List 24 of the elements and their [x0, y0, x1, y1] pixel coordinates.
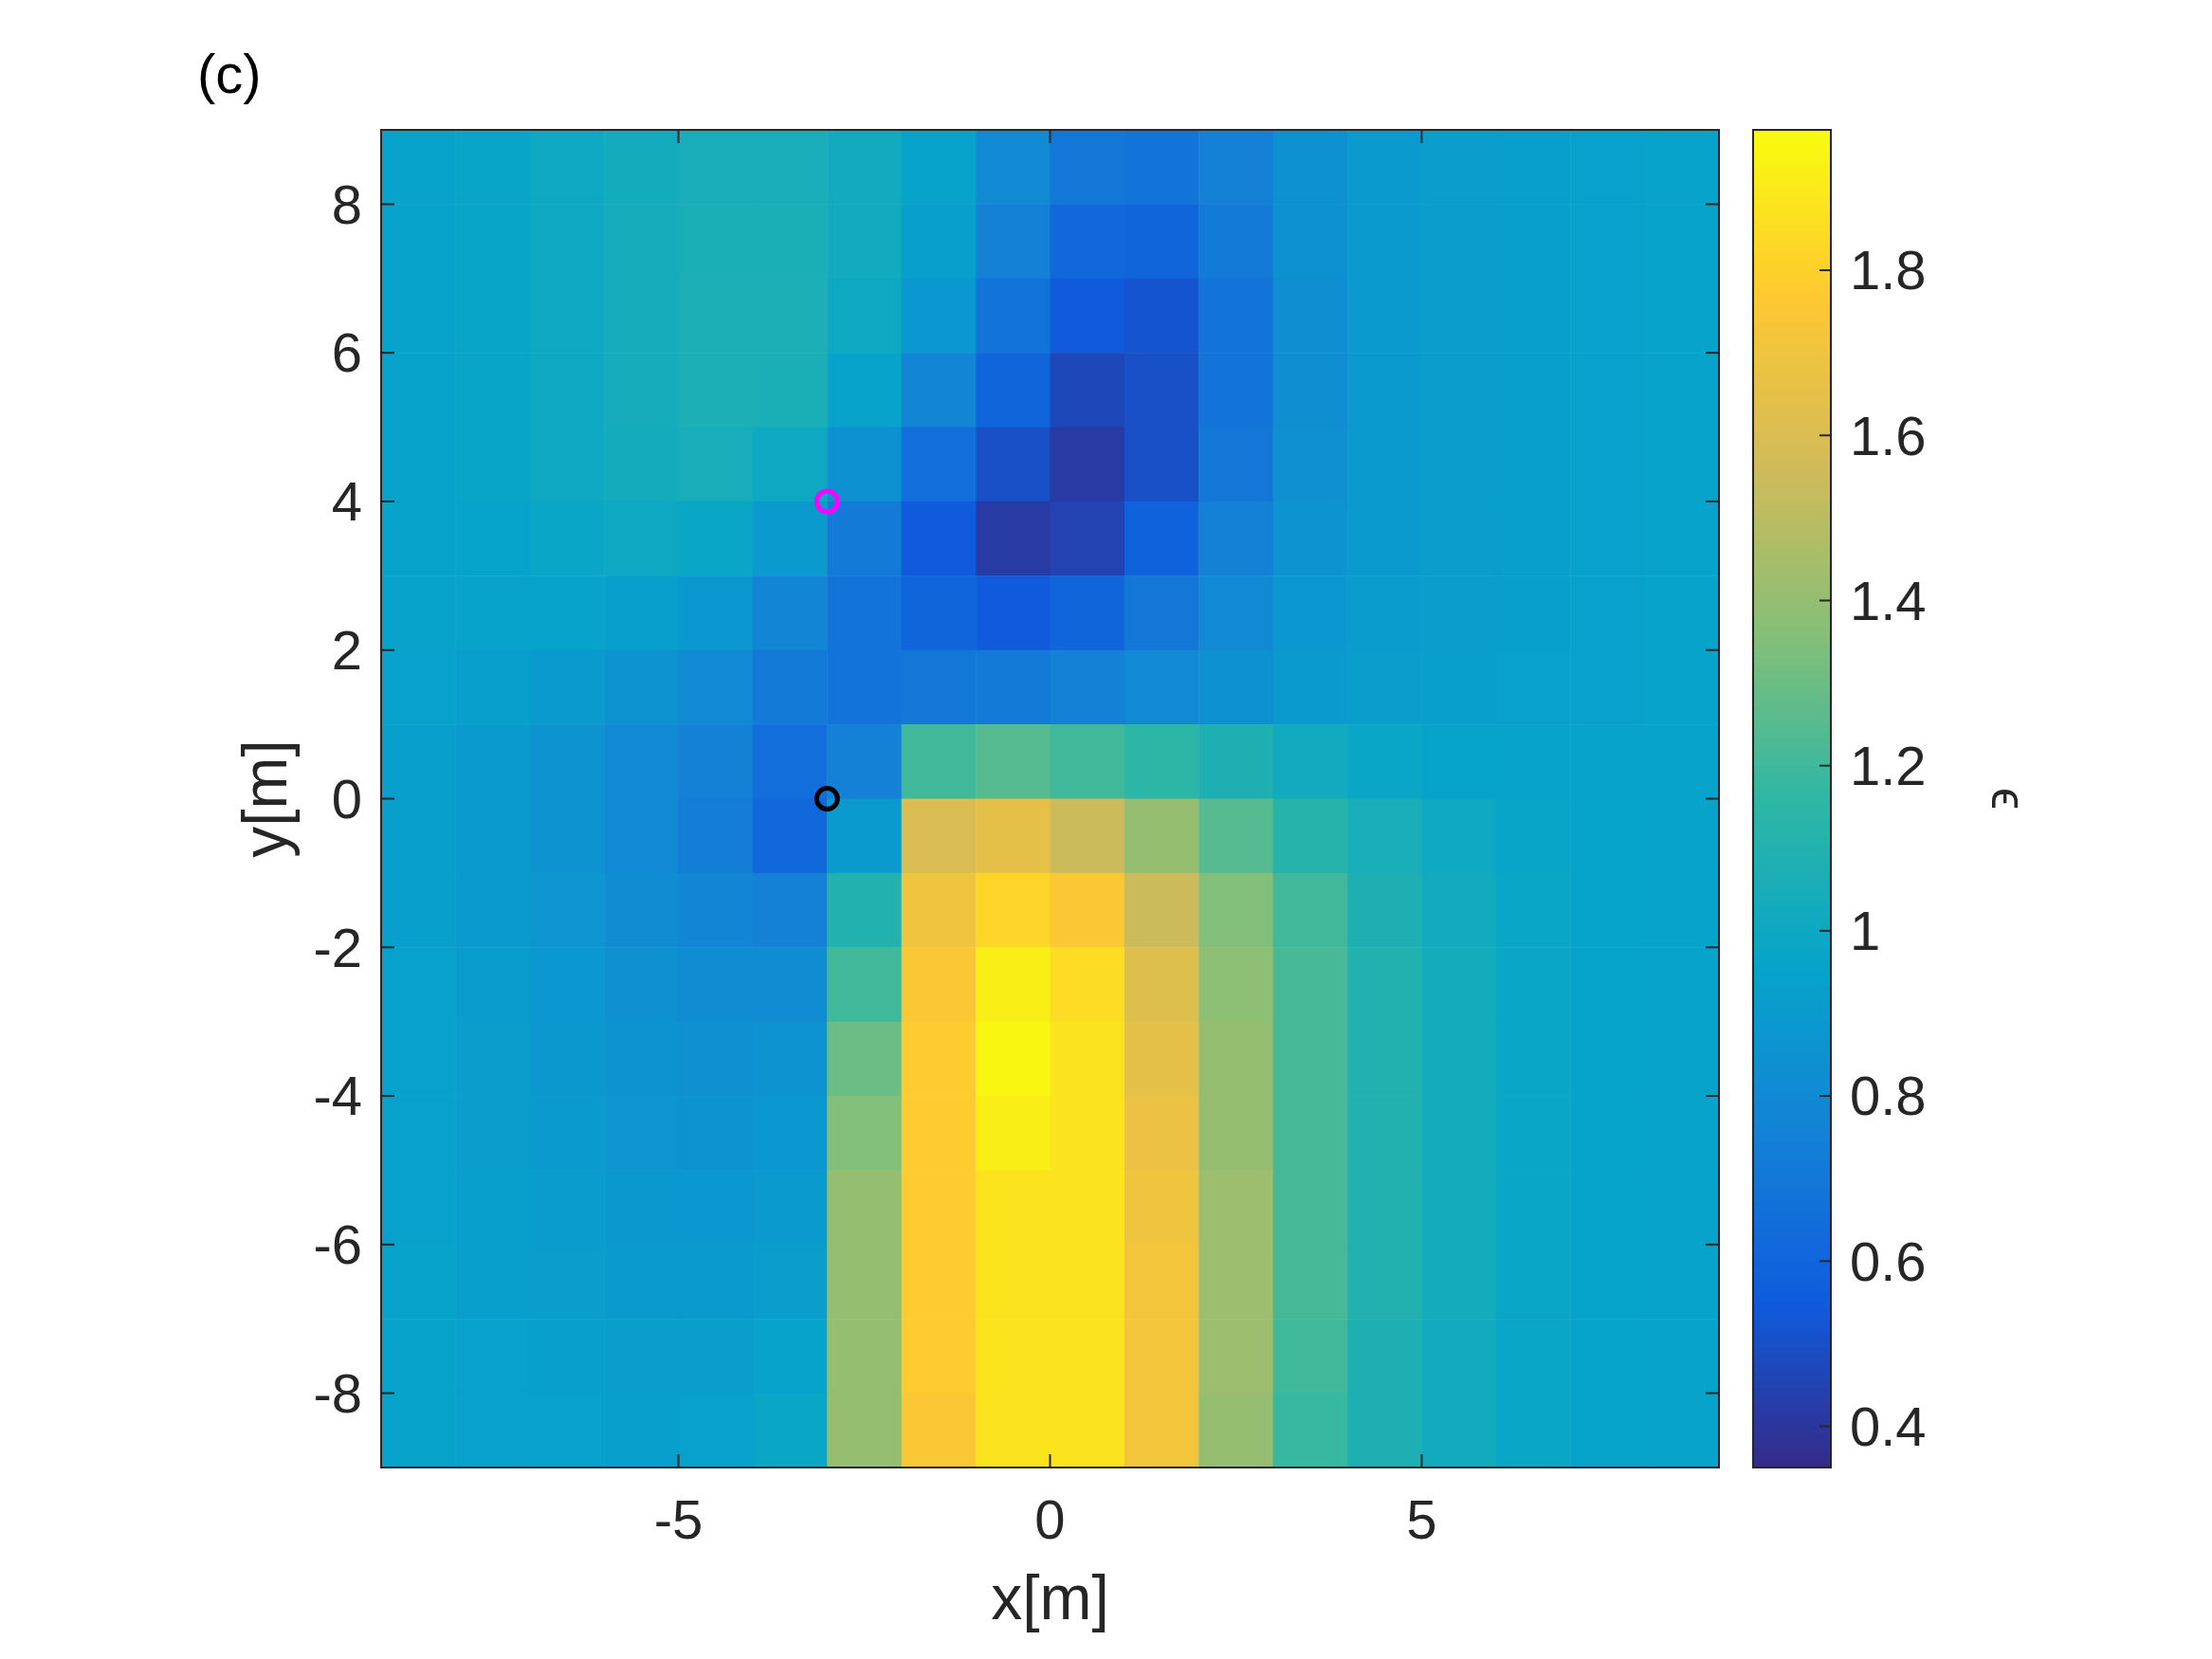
y-tick-label: 4 — [331, 470, 362, 533]
y-axis-title: y[m] — [229, 739, 300, 858]
color-bar-label: 0.6 — [1850, 1230, 1927, 1292]
y-tick-label: 8 — [331, 173, 362, 235]
y-tick-label: -6 — [313, 1213, 362, 1276]
text: (c) — [197, 43, 262, 104]
x-tick-label: 0 — [1034, 1488, 1066, 1550]
color-bar-label: 1.8 — [1850, 239, 1927, 301]
x-axis-title: x[m] — [991, 1562, 1109, 1632]
color-bar-title: ϵ — [1982, 788, 2037, 810]
color-bar-label: 1.2 — [1850, 734, 1927, 796]
y-tick-label: 6 — [331, 321, 362, 384]
color-bar-label: 1.6 — [1850, 404, 1927, 466]
y-tick-label: -4 — [313, 1065, 362, 1127]
color-bar-label: 0.4 — [1850, 1395, 1927, 1457]
x-tick-label: -5 — [653, 1488, 704, 1550]
y-tick-label: 0 — [331, 767, 362, 830]
x-tick-label: 5 — [1406, 1488, 1437, 1550]
color-bar-label: 1.4 — [1850, 569, 1927, 631]
y-tick-label: -8 — [313, 1361, 362, 1424]
y-tick-label: -2 — [313, 916, 362, 978]
y-tick-label: 2 — [331, 619, 362, 682]
color-bar-label: 0.8 — [1850, 1065, 1927, 1127]
color-bar-label: 1 — [1850, 900, 1881, 962]
